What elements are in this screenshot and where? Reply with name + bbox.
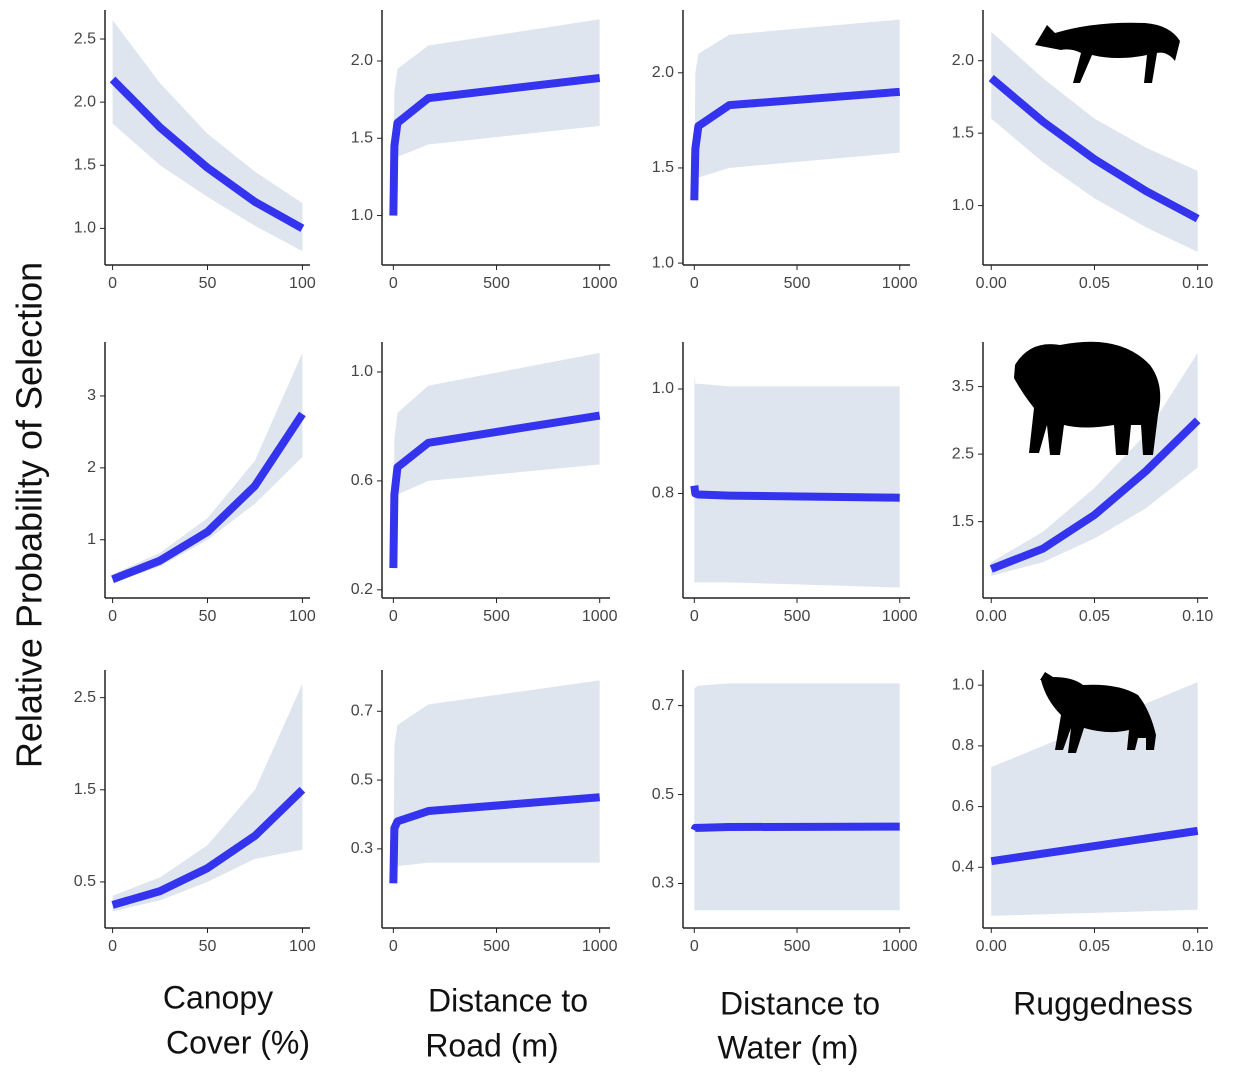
y-tick-label: 0.2 [351, 581, 373, 598]
confidence-band [113, 684, 303, 912]
y-tick-label: 2.0 [74, 93, 96, 110]
x-tick-label: 0 [108, 608, 117, 625]
confidence-band [694, 683, 899, 910]
column-label: Ruggedness [1013, 985, 1193, 1021]
bear-icon [1014, 342, 1160, 455]
coyote-icon [1035, 23, 1180, 83]
column-label: Distance to [720, 985, 880, 1021]
y-tick-label: 0.5 [351, 771, 373, 788]
y-tick-label: 0.7 [351, 702, 373, 719]
y-tick-label: 1.0 [351, 207, 373, 224]
x-tick-label: 1000 [882, 608, 918, 625]
x-tick-label: 1000 [882, 938, 918, 955]
x-tick-label: 100 [289, 275, 316, 292]
confidence-band [991, 32, 1197, 252]
y-tick-label: 3 [87, 387, 96, 404]
x-tick-label: 0.10 [1182, 608, 1213, 625]
y-tick-label: 1.0 [351, 363, 373, 380]
x-tick-label: 0 [389, 938, 398, 955]
y-tick-label: 1.5 [952, 124, 974, 141]
x-tick-label: 50 [199, 608, 217, 625]
y-tick-label: 2.0 [952, 52, 974, 69]
x-tick-label: 100 [289, 608, 316, 625]
y-tick-label: 1.0 [74, 220, 96, 237]
y-tick-label: 2.5 [952, 445, 974, 462]
confidence-band [393, 19, 599, 215]
x-tick-label: 0.00 [976, 608, 1007, 625]
confidence-band [393, 680, 599, 883]
y-tick-label: 1.5 [351, 129, 373, 146]
y-tick-label: 0.6 [351, 472, 373, 489]
y-tick-label: 0.8 [952, 737, 974, 754]
x-tick-label: 1000 [582, 608, 618, 625]
x-tick-label: 0.05 [1079, 938, 1110, 955]
x-tick-label: 500 [784, 938, 811, 955]
y-tick-label: 1.5 [74, 156, 96, 173]
x-tick-label: 0 [108, 275, 117, 292]
y-tick-label: 2.0 [351, 52, 373, 69]
x-tick-label: 0 [690, 938, 699, 955]
column-label: Distance to [428, 982, 588, 1018]
y-tick-label: 1.0 [952, 197, 974, 214]
x-tick-label: 500 [784, 608, 811, 625]
y-tick-label: 0.5 [74, 873, 96, 890]
y-tick-label: 2.5 [74, 689, 96, 706]
y-tick-label: 0.4 [952, 859, 974, 876]
x-tick-label: 0.05 [1079, 275, 1110, 292]
y-tick-label: 2.0 [652, 64, 674, 81]
x-tick-label: 500 [784, 275, 811, 292]
x-tick-label: 0 [389, 608, 398, 625]
y-tick-label: 1.0 [652, 380, 674, 397]
x-tick-label: 50 [199, 275, 217, 292]
y-tick-label: 0.6 [952, 798, 974, 815]
x-tick-label: 0 [690, 275, 699, 292]
x-tick-label: 0.10 [1182, 938, 1213, 955]
x-tick-label: 0.10 [1182, 275, 1213, 292]
confidence-band [694, 373, 899, 587]
y-tick-label: 1.5 [952, 513, 974, 530]
y-tick-label: 1.5 [652, 159, 674, 176]
x-tick-label: 0 [108, 938, 117, 955]
y-tick-label: 2.5 [74, 30, 96, 47]
y-tick-label: 0.8 [652, 485, 674, 502]
x-tick-label: 0.00 [976, 938, 1007, 955]
confidence-band [393, 353, 599, 568]
x-tick-label: 1000 [582, 938, 618, 955]
figure: Relative Probability of Selection Canopy… [0, 0, 1241, 1072]
column-label: Canopy [163, 979, 273, 1015]
y-tick-label: 0.7 [652, 697, 674, 714]
x-tick-label: 1000 [582, 275, 618, 292]
y-tick-label: 1.0 [952, 676, 974, 693]
y-axis-title: Relative Probability of Selection [9, 262, 50, 768]
y-tick-label: 2 [87, 459, 96, 476]
column-label: Water (m) [717, 1029, 858, 1065]
x-tick-label: 500 [483, 938, 510, 955]
x-tick-label: 0.00 [976, 275, 1007, 292]
x-tick-label: 0 [389, 275, 398, 292]
column-label: Cover (%) [166, 1024, 310, 1060]
y-tick-label: 0.3 [652, 875, 674, 892]
y-tick-label: 3.5 [952, 378, 974, 395]
column-label: Road (m) [425, 1027, 558, 1063]
x-tick-label: 0.05 [1079, 608, 1110, 625]
y-tick-label: 0.3 [351, 840, 373, 857]
y-tick-label: 1.0 [652, 254, 674, 271]
x-tick-label: 100 [289, 938, 316, 955]
x-tick-label: 500 [483, 608, 510, 625]
confidence-band [113, 353, 303, 583]
x-tick-label: 1000 [882, 275, 918, 292]
y-tick-label: 0.5 [652, 786, 674, 803]
y-tick-label: 1.5 [74, 781, 96, 798]
x-tick-label: 500 [483, 275, 510, 292]
x-tick-label: 50 [199, 938, 217, 955]
y-tick-label: 1 [87, 531, 96, 548]
line [694, 827, 899, 831]
x-tick-label: 0 [690, 608, 699, 625]
